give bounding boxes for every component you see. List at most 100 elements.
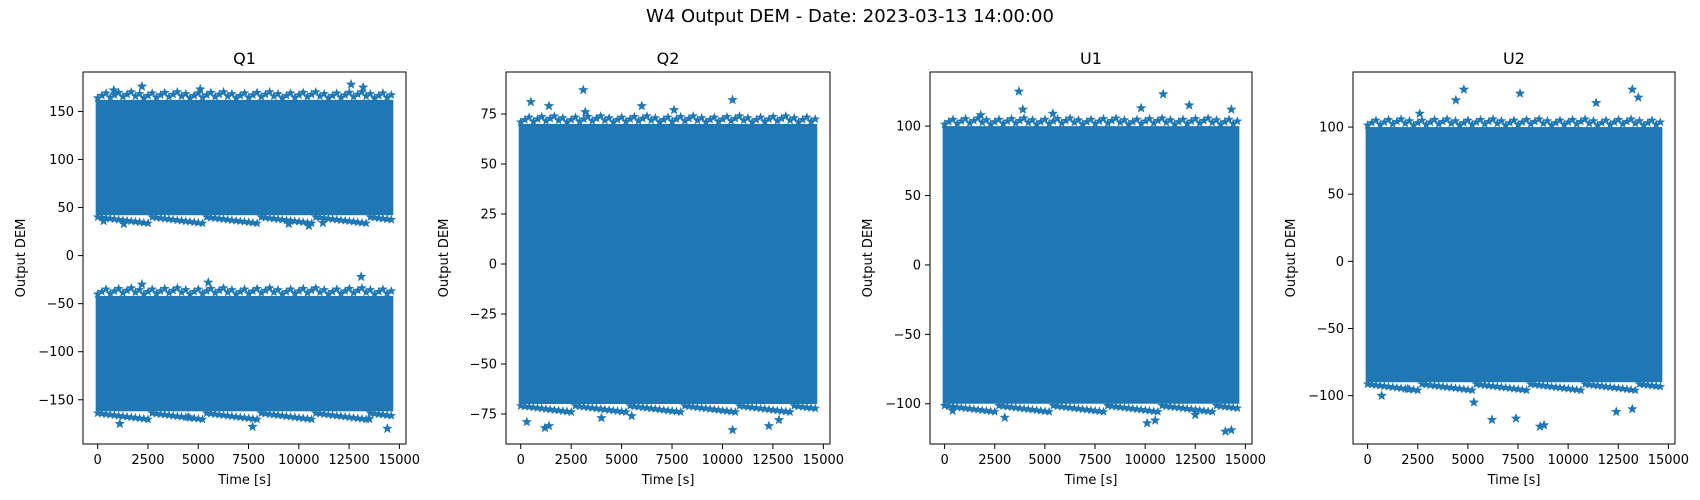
edge-point [1232, 116, 1243, 126]
edge-point [722, 111, 732, 121]
subplot-title-u1: U1 [1080, 49, 1102, 68]
data-point [596, 412, 607, 423]
edge-point [1429, 114, 1440, 124]
edge-point [235, 286, 246, 296]
edge-point [239, 284, 250, 294]
edge-point [1107, 115, 1117, 125]
edge-point [206, 212, 216, 222]
edge-point [1446, 382, 1456, 392]
edge-point [667, 116, 677, 126]
edge-point [319, 213, 329, 223]
edge-point [1413, 385, 1423, 395]
edge-point [126, 412, 136, 422]
edge-point [1027, 404, 1038, 414]
edge-point [1379, 117, 1390, 127]
edge-point [306, 218, 317, 228]
edge-point [1459, 117, 1469, 127]
edge-point [1086, 405, 1096, 415]
edge-point [692, 402, 703, 412]
edge-point [646, 403, 656, 413]
edge-point [1011, 118, 1021, 128]
edge-point [252, 87, 262, 97]
edge-point [239, 88, 250, 98]
edge-point [1546, 120, 1557, 130]
edge-point [1203, 406, 1213, 416]
edge-point [269, 409, 279, 419]
edge-point [1555, 115, 1565, 125]
edge-point [789, 400, 799, 410]
edge-point [227, 215, 237, 225]
edge-point [659, 405, 669, 414]
edge-point [155, 409, 166, 419]
edge-point [185, 289, 195, 299]
edge-point [281, 215, 292, 225]
edge-point [1454, 383, 1465, 393]
edge-point [713, 116, 724, 126]
edge-point [218, 214, 229, 224]
x-tick-label: 2500 [978, 453, 1011, 468]
data-point [136, 278, 148, 289]
edge-point [105, 213, 115, 223]
data-point [1627, 84, 1638, 94]
edge-point [537, 111, 547, 121]
scatter-series [1362, 84, 1666, 431]
edge-point [1057, 118, 1067, 128]
subplot-title-u2: U2 [1503, 49, 1525, 68]
edge-point [386, 90, 397, 99]
edge-point [1492, 118, 1502, 128]
edge-point [764, 114, 774, 124]
edge-point [348, 91, 359, 101]
edge-point [294, 90, 304, 99]
edge-point [357, 217, 367, 227]
x-tick-label: 7500 [232, 453, 265, 468]
edge-point [713, 405, 724, 414]
y-tick-label: 0 [1336, 255, 1344, 270]
data-point [364, 413, 375, 424]
edge-point [587, 402, 597, 412]
edge-point [558, 406, 568, 416]
edge-point [1375, 119, 1385, 129]
edge-point [1086, 114, 1096, 124]
edge-point [516, 117, 526, 127]
edge-point [378, 284, 388, 294]
edge-point [92, 408, 103, 418]
edge-point [1588, 115, 1599, 125]
edge-point [1463, 115, 1473, 125]
edge-point [264, 213, 275, 223]
edge-point [193, 217, 204, 227]
edge-point [214, 213, 225, 223]
edge-point [579, 114, 589, 124]
edge-point [92, 289, 103, 299]
edge-point [294, 286, 304, 296]
axes-frame [929, 71, 1253, 445]
edge-point [1605, 119, 1615, 129]
edge-point [118, 411, 128, 421]
edge-point [223, 410, 233, 420]
edge-point [1480, 380, 1490, 390]
edge-point [810, 403, 820, 413]
data-point [1149, 414, 1161, 425]
edge-point [336, 411, 346, 421]
edge-point [776, 406, 787, 416]
edge-point [562, 117, 572, 127]
edge-point [696, 402, 707, 412]
edge-point [252, 414, 262, 424]
edge-point [298, 413, 308, 423]
edge-point [1496, 115, 1507, 125]
edge-point [612, 406, 623, 416]
edge-point [1638, 379, 1649, 389]
data-point [626, 410, 637, 421]
edge-point [1538, 380, 1548, 390]
x-axis-label: Time [s] [641, 473, 695, 488]
edge-point [776, 113, 787, 123]
edge-point [608, 405, 619, 415]
edge-point [1442, 382, 1452, 392]
edge-point [160, 213, 170, 223]
x-tick-label: 2500 [131, 453, 164, 468]
edge-point [172, 411, 183, 421]
edge-point [688, 401, 698, 411]
edge-point [1061, 402, 1071, 412]
edge-point [1584, 118, 1594, 128]
edge-point [629, 401, 640, 411]
edge-point [302, 287, 313, 297]
